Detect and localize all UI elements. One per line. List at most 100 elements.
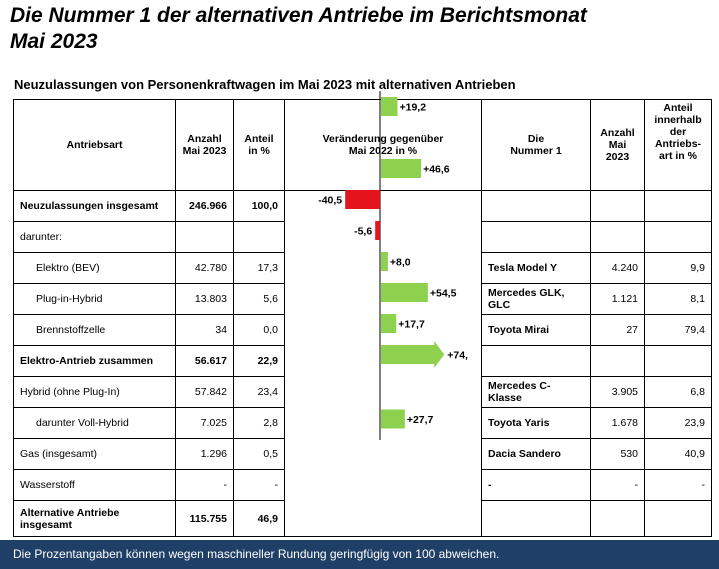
header-anteil: Anteil in % xyxy=(233,99,285,191)
row-nummer1: Toyota Mirai xyxy=(481,314,591,346)
row-anteil2: 6,8 xyxy=(644,376,712,408)
row-label: Neuzulassungen insgesamt xyxy=(13,190,176,222)
row-anzahl2: 1.121 xyxy=(590,283,645,315)
chart-bar xyxy=(381,283,428,302)
row-chart-cell xyxy=(284,438,482,470)
row-label: darunter Voll-Hybrid xyxy=(13,407,176,439)
headline-line-1: Die Nummer 1 der alternativen Antriebe i… xyxy=(10,4,587,27)
row-anzahl: 1.296 xyxy=(175,438,234,470)
row-anzahl2: 27 xyxy=(590,314,645,346)
row-label: darunter: xyxy=(13,221,176,253)
row-nummer1 xyxy=(481,221,591,253)
row-anteil2: 79,4 xyxy=(644,314,712,346)
headline-line-2: Mai 2023 xyxy=(10,30,98,53)
chart-data-label: +8,0 xyxy=(390,257,411,269)
row-chart-cell xyxy=(284,376,482,408)
table-row: darunter: xyxy=(13,221,712,253)
row-anzahl: 57.842 xyxy=(175,376,234,408)
chart-data-label: +54,5 xyxy=(430,288,457,300)
header-anzahl2: Anzahl Mai 2023 xyxy=(590,99,645,191)
row-nummer1: Toyota Yaris xyxy=(481,407,591,439)
row-nummer1 xyxy=(481,190,591,222)
row-nummer1 xyxy=(481,500,591,537)
row-label: Gas (insgesamt) xyxy=(13,438,176,470)
row-anteil2: 40,9 xyxy=(644,438,712,470)
row-anteil: 5,6 xyxy=(233,283,285,315)
row-anzahl: 7.025 xyxy=(175,407,234,439)
table-row: Wasserstoff - - - - - xyxy=(13,469,712,501)
row-anteil: 0,5 xyxy=(233,438,285,470)
table-row: Plug-in-Hybrid 13.803 5,6 Mercedes GLK, GLC… xyxy=(13,283,712,315)
row-anteil2 xyxy=(644,221,712,253)
row-anteil: 46,9 xyxy=(233,500,285,537)
row-anzahl2: 1.678 xyxy=(590,407,645,439)
row-nummer1: Dacia Sandero xyxy=(481,438,591,470)
row-anteil2 xyxy=(644,190,712,222)
row-anzahl2 xyxy=(590,500,645,537)
chart-bar xyxy=(375,221,380,240)
row-nummer1: Tesla Model Y xyxy=(481,252,591,284)
chart-data-label: -40,5 xyxy=(318,195,342,207)
chart-bar xyxy=(381,314,397,333)
row-label: Elektro (BEV) xyxy=(13,252,176,284)
footer-note: Die Prozentangaben können wegen maschine… xyxy=(0,540,719,569)
chart-bar xyxy=(381,341,445,368)
headline: Die Nummer 1 der alternativen Antriebe i… xyxy=(10,3,710,55)
row-chart-cell xyxy=(284,221,482,253)
row-anteil2: - xyxy=(644,469,712,501)
change-bar-chart: +19,2 +46,6 -40,5 -5,6 +8,0 +54,5 +17,7 +74,7 +2… xyxy=(318,91,468,440)
row-anteil: 22,9 xyxy=(233,345,285,377)
row-anteil2 xyxy=(644,345,712,377)
row-label: Alternative Antriebe insgesamt xyxy=(13,500,176,537)
row-nummer1: - xyxy=(481,469,591,501)
row-anteil: 2,8 xyxy=(233,407,285,439)
row-anzahl2: 3.905 xyxy=(590,376,645,408)
row-anteil: - xyxy=(233,469,285,501)
chart-data-label: +74,7 xyxy=(447,350,468,362)
row-anzahl: 34 xyxy=(175,314,234,346)
chart-data-label: -5,6 xyxy=(354,226,372,238)
row-anzahl2 xyxy=(590,345,645,377)
chart-bar xyxy=(381,159,422,178)
table-row: Alternative Antriebe insgesamt 115.755 46,… xyxy=(13,500,712,537)
table-row: Gas (insgesamt) 1.296 0,5 Dacia Sandero 530 4… xyxy=(13,438,712,470)
row-anzahl: 246.966 xyxy=(175,190,234,222)
table-subtitle: Neuzulassungen von Personenkraftwagen im… xyxy=(14,77,516,92)
row-anzahl2: 4.240 xyxy=(590,252,645,284)
chart-data-label: +17,7 xyxy=(398,319,425,331)
chart-bar xyxy=(345,190,380,209)
row-anzahl2: - xyxy=(590,469,645,501)
row-anteil2: 9,9 xyxy=(644,252,712,284)
row-anzahl: - xyxy=(175,469,234,501)
row-anzahl: 42.780 xyxy=(175,252,234,284)
row-anteil: 17,3 xyxy=(233,252,285,284)
table-row: Hybrid (ohne Plug-In) 57.842 23,4 Mercedes … xyxy=(13,376,712,408)
row-nummer1: Mercedes C-Klasse xyxy=(481,376,591,408)
table-row: Neuzulassungen insgesamt 246.966 100,0 xyxy=(13,190,712,222)
row-anzahl: 13.803 xyxy=(175,283,234,315)
chart-data-label: +46,6 xyxy=(423,164,450,176)
row-anzahl2 xyxy=(590,221,645,253)
row-label: Elektro-Antrieb zusammen xyxy=(13,345,176,377)
row-label: Wasserstoff xyxy=(13,469,176,501)
row-anzahl: 56.617 xyxy=(175,345,234,377)
row-nummer1 xyxy=(481,345,591,377)
table-row: Elektro-Antrieb zusammen 56.617 22,9 xyxy=(13,345,712,377)
row-label: Brennstoffzelle xyxy=(13,314,176,346)
header-antriebsart: Antriebsart xyxy=(13,99,176,191)
header-anzahl: Anzahl Mai 2023 xyxy=(175,99,234,191)
chart-bar xyxy=(381,252,388,271)
row-label: Hybrid (ohne Plug-In) xyxy=(13,376,176,408)
row-anzahl2: 530 xyxy=(590,438,645,470)
row-anzahl xyxy=(175,221,234,253)
table-row: Elektro (BEV) 42.780 17,3 Tesla Model Y 4.24… xyxy=(13,252,712,284)
row-chart-cell xyxy=(284,469,482,501)
chart-data-label: +19,2 xyxy=(400,102,427,114)
row-label: Plug-in-Hybrid xyxy=(13,283,176,315)
header-nummer1: Die Nummer 1 xyxy=(481,99,591,191)
row-chart-cell xyxy=(284,500,482,537)
chart-bar xyxy=(381,97,398,116)
row-anteil2 xyxy=(644,500,712,537)
row-anzahl2 xyxy=(590,190,645,222)
chart-bar xyxy=(381,409,405,429)
